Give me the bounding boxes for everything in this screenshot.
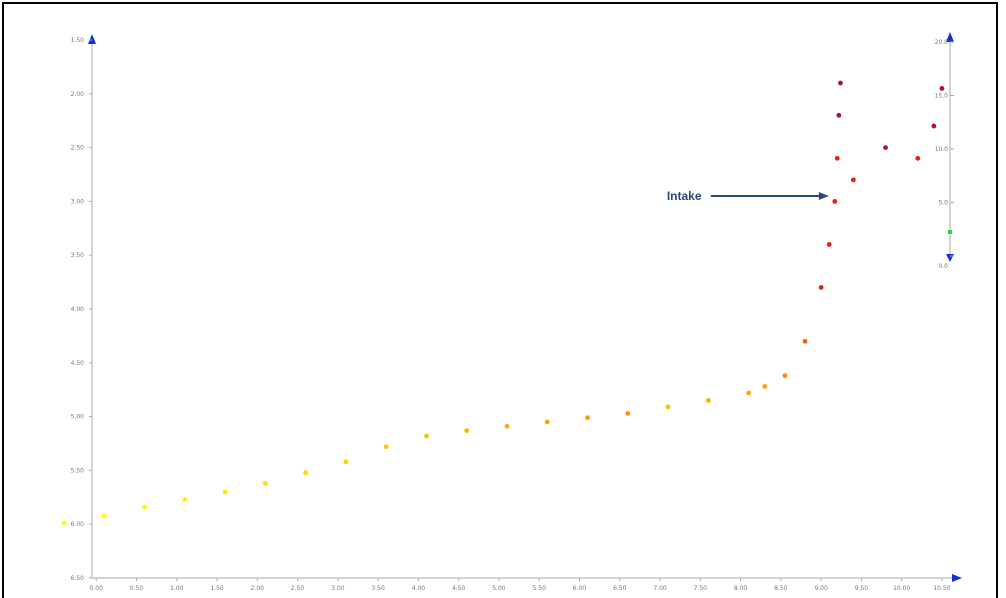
x-tick-label: 5.00 [492,585,506,592]
right-y-tick-label: 20.0 [935,39,949,46]
data-point [262,480,268,486]
x-axis-arrow-icon [952,574,962,582]
x-tick-label: 3.50 [371,585,385,592]
data-point [504,423,510,429]
data-point [343,459,349,465]
right-y-tick-label: 15.0 [935,93,949,100]
data-point [585,415,590,421]
scatter-chart: 0.00 0.50 1.00 1.50 2.00 2.50 3.00 3.50 4.00 4.50… [61,32,962,592]
y-tick-label: 1.50 [71,37,85,44]
data-point [544,419,550,425]
data-point [424,433,429,439]
data-point [222,489,228,495]
right-y-tick-label: 10.0 [935,146,949,153]
y-tick-label: 3.50 [71,252,85,259]
data-point [762,384,768,389]
data-point [834,155,840,161]
x-tick-label: 4.50 [452,585,466,592]
x-tick-label: 8.50 [774,585,788,592]
x-tick-label: 5.50 [533,585,547,592]
right-y-tick-label: 5.0 [938,200,948,207]
data-point [101,513,107,518]
data-point [939,86,945,91]
x-tick-label: 0.50 [130,585,144,592]
y-tick-label: 5.00 [71,414,85,421]
data-point [746,390,752,396]
x-tick-label: 9.50 [855,585,869,592]
x-tick-label: 7.50 [694,585,708,592]
data-point [826,242,832,247]
left-y-axis-arrow-icon [88,34,96,44]
data-point [625,410,631,416]
x-tick-label: 3.00 [331,585,345,592]
data-point [782,373,788,379]
data-point [705,398,711,403]
data-points [61,80,945,526]
x-tick-label: 10.50 [933,585,950,592]
data-point [850,177,856,183]
right-y-tick-label: 0.0 [938,263,948,270]
y-tick-label: 5.50 [71,467,85,474]
right-y-axis-down-arrow-icon [946,254,954,262]
x-tick-label: 8.00 [734,585,748,592]
data-point [818,285,824,290]
x-tick-label: 9.00 [814,585,828,592]
y-tick-label: 2.00 [71,91,85,98]
y-tick-label: 2.50 [71,145,85,152]
right-y-axis-ticks: 20.0 15.0 10.0 5.0 0.0 [935,39,954,270]
right-y-axis-up-arrow-icon [946,32,954,42]
x-tick-label: 0.00 [90,585,104,592]
data-point [142,504,147,510]
annotations: Intake [667,189,829,203]
data-point [836,112,842,118]
data-point [802,338,808,344]
data-point [883,145,888,151]
annotation-arrow-icon [818,192,829,201]
y-tick-label: 6.00 [71,521,85,528]
x-tick-label: 1.50 [210,585,224,592]
left-y-axis-ticks: 1.50 2.00 2.50 3.00 3.50 4.00 4.50 5.00 5.50 6.00… [71,37,92,582]
y-tick-label: 6.50 [71,575,85,582]
data-point [838,80,843,86]
x-tick-label: 10.00 [893,585,910,592]
data-point [383,444,389,450]
y-tick-label: 3.00 [71,198,85,205]
data-point [464,428,470,433]
y-tick-label: 4.00 [71,306,85,313]
data-point [832,199,838,204]
data-point [665,404,671,410]
data-point [303,470,309,475]
x-tick-label: 2.50 [291,585,305,592]
data-point [915,155,921,161]
data-point [931,123,937,129]
x-tick-label: 6.00 [573,585,587,592]
x-tick-label: 7.00 [653,585,667,592]
x-axis-ticks: 0.00 0.50 1.00 1.50 2.00 2.50 3.00 3.50 4.00 4.50… [90,578,951,592]
annotation-label: Intake [667,189,702,203]
x-tick-label: 4.00 [412,585,426,592]
x-tick-label: 2.00 [251,585,265,592]
data-point [182,497,188,502]
level-marker-icon [948,230,952,234]
x-tick-label: 1.00 [170,585,184,592]
data-point [61,520,67,526]
x-tick-label: 6.50 [613,585,627,592]
y-tick-label: 4.50 [71,360,85,367]
